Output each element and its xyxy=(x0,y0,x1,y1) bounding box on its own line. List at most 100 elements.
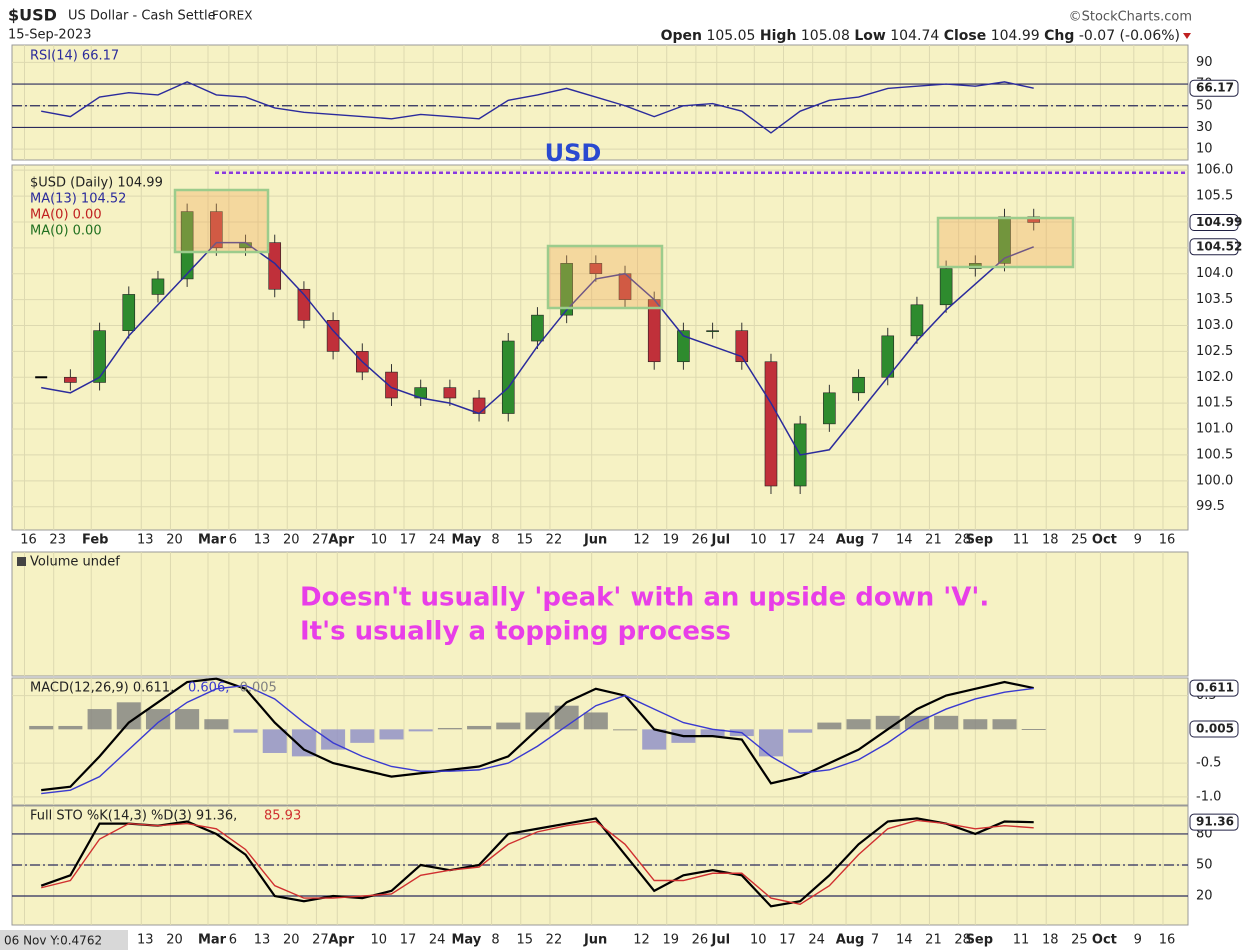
x-tick-label: 12 xyxy=(633,533,650,548)
instrument-name: US Dollar - Cash Settle xyxy=(68,9,216,24)
last-value: 66.17 xyxy=(1196,81,1234,95)
histogram-bar xyxy=(145,709,170,730)
y-tick-label: 30 xyxy=(1196,120,1213,135)
exchange: FOREX xyxy=(212,9,253,23)
y-tick-label: -0.5 xyxy=(1196,756,1221,771)
legend-entry: $USD (Daily) 104.99 xyxy=(30,176,163,191)
x-tick-label: 13 xyxy=(137,533,154,548)
last-value-box xyxy=(1189,720,1239,738)
down-arrow xyxy=(1183,33,1191,39)
label: Open xyxy=(661,28,702,44)
value: 104.74 xyxy=(890,28,939,44)
last-value: 0.611 xyxy=(1196,681,1234,695)
histogram-bar xyxy=(554,705,579,730)
label: High xyxy=(760,28,797,44)
legend-entry: 85.93 xyxy=(264,809,301,824)
x-tick-label: 24 xyxy=(429,533,446,548)
candle xyxy=(589,263,603,275)
y-tick-label: 100.5 xyxy=(1196,447,1233,462)
y-tick-label: 103.5 xyxy=(1196,292,1233,307)
legend-entry: Full STO %K(14,3) %D(3) 91.36, xyxy=(30,809,237,824)
x-tick-label: 25 xyxy=(1071,533,1088,548)
last-value: 104.99 xyxy=(1196,215,1242,229)
legend-entry: 0.005 xyxy=(240,681,277,696)
x-tick-label: 14 xyxy=(896,533,913,548)
annotation: It's usually a topping process xyxy=(300,617,731,647)
x-tick-label: Apr xyxy=(328,933,354,948)
histogram-bar xyxy=(758,729,783,757)
histogram-bar xyxy=(437,727,462,730)
last-value-box xyxy=(1189,213,1239,231)
histogram-bar xyxy=(992,719,1017,730)
x-tick-label: 27 xyxy=(312,933,329,948)
x-tick-label: 28 xyxy=(954,533,971,548)
x-tick-label: 23 xyxy=(49,533,66,548)
y-tick-label: 10 xyxy=(1196,142,1213,157)
histogram-bar xyxy=(408,729,433,732)
histogram-bar xyxy=(934,715,959,730)
candle xyxy=(735,330,749,363)
value: -0.07 (-0.06%) xyxy=(1079,28,1180,44)
last-value: 91.36 xyxy=(1196,815,1234,829)
x-tick-label: 24 xyxy=(429,933,446,948)
series-line xyxy=(40,817,1034,908)
x-tick-label: 15 xyxy=(516,933,533,948)
histogram-bar xyxy=(175,709,200,730)
x-tick-label: 11 xyxy=(1013,533,1030,548)
candle xyxy=(501,340,515,414)
x-tick-label: 10 xyxy=(750,533,767,548)
cursor-box xyxy=(0,930,128,950)
candle xyxy=(939,268,953,306)
y-tick-label: 105.5 xyxy=(1196,189,1233,204)
x-tick-label: 9 xyxy=(1134,533,1142,548)
legend-entry: MA(0) 0.00 xyxy=(30,208,102,223)
x-tick-label: May xyxy=(451,933,481,948)
last-value-box xyxy=(1189,79,1239,97)
candle xyxy=(560,263,573,316)
source: ©StockCharts.com xyxy=(1069,10,1192,25)
x-tick-label: 13 xyxy=(254,533,271,548)
date: 15-Sep-2023 xyxy=(8,28,92,43)
legend: Volume undef xyxy=(30,555,120,570)
x-tick-label: Sep xyxy=(966,533,994,548)
histogram-bar xyxy=(817,722,842,730)
x-tick-label: 13 xyxy=(137,933,154,948)
x-tick-label: Oct xyxy=(1092,533,1117,548)
legend-entry: 0.606, xyxy=(188,681,229,696)
x-tick-label: 17 xyxy=(400,533,417,548)
x-tick-label: 20 xyxy=(283,933,300,948)
label: Low xyxy=(854,28,886,44)
x-tick-label: Aug xyxy=(836,533,865,548)
label: Chg xyxy=(1044,28,1074,44)
x-tick-label: 10 xyxy=(750,933,767,948)
histogram-bar xyxy=(613,729,638,731)
histogram-bar xyxy=(583,712,608,730)
x-tick-label: 22 xyxy=(546,933,563,948)
histogram-bar xyxy=(788,729,813,733)
histogram-bar xyxy=(29,725,54,730)
last-value-box xyxy=(1189,679,1239,697)
x-tick-label: 17 xyxy=(779,533,796,548)
panel xyxy=(11,677,1189,806)
y-tick-label: 102.5 xyxy=(1196,344,1233,359)
x-tick-label: 12 xyxy=(633,933,650,948)
y-tick-label: 100.0 xyxy=(1196,473,1233,488)
x-tick-label: 10 xyxy=(371,533,388,548)
candle xyxy=(910,304,924,337)
x-tick-label: 15 xyxy=(516,533,533,548)
x-tick-label: 19 xyxy=(662,933,679,948)
x-tick-label: 21 xyxy=(925,533,942,548)
last-value: 104.52 xyxy=(1196,239,1242,253)
legend-entry: MA(13) 104.52 xyxy=(30,192,126,207)
y-tick-label: 101.5 xyxy=(1196,396,1233,411)
candle xyxy=(472,397,486,414)
x-tick-label: 8 xyxy=(491,533,499,548)
x-tick-label: Jul xyxy=(710,533,730,548)
x-tick-label: 14 xyxy=(896,933,913,948)
x-tick-label: Mar xyxy=(198,533,227,548)
legend-entry: MACD(12,26,9) 0.611, xyxy=(30,681,174,696)
x-tick-label: 7 xyxy=(871,533,879,548)
x-tick-label: 21 xyxy=(925,933,942,948)
candle xyxy=(706,330,719,332)
